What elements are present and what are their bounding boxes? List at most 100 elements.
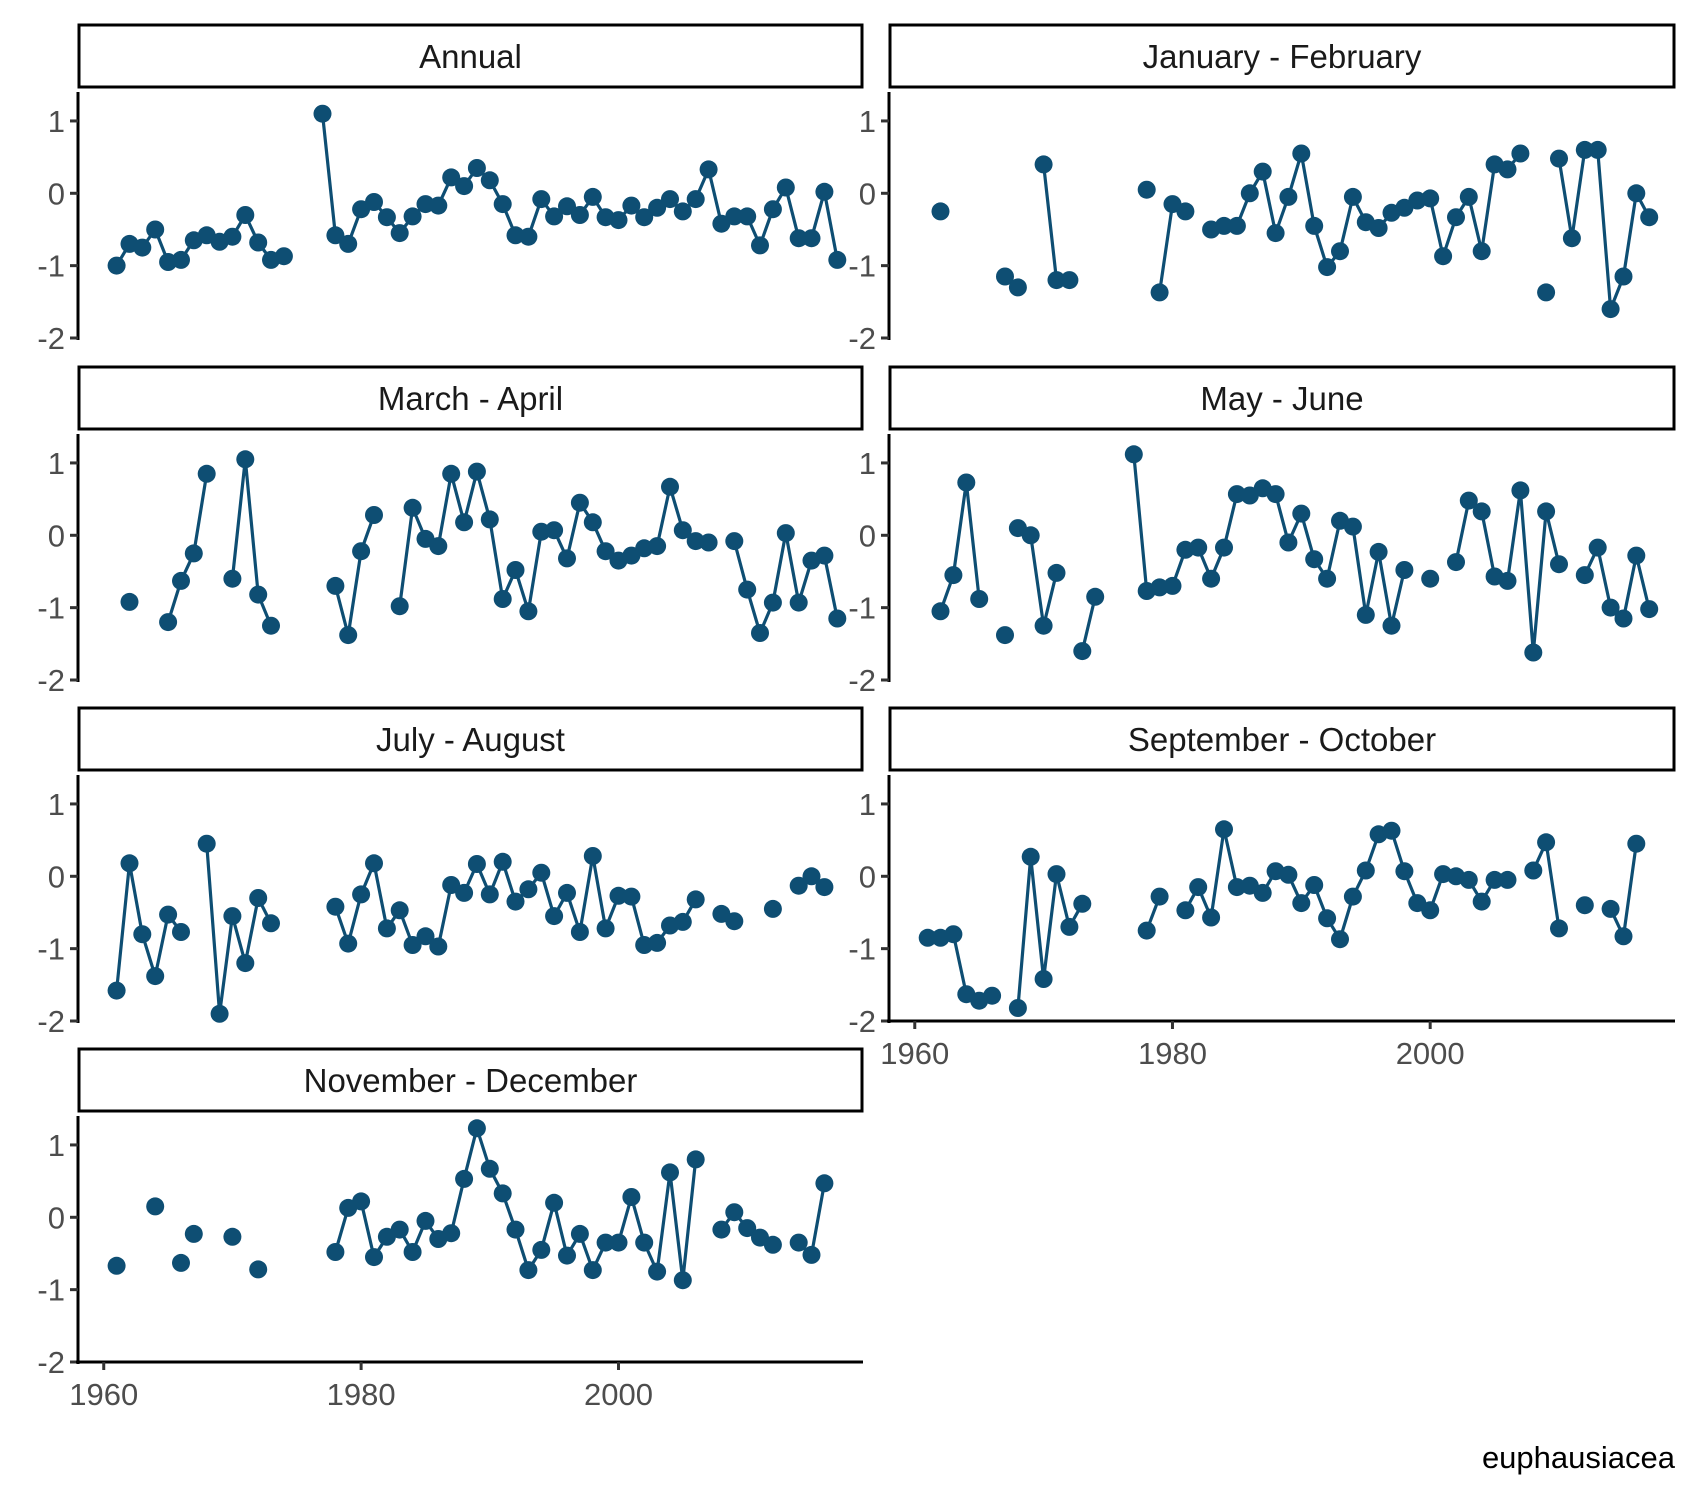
data-point: [1150, 887, 1169, 906]
data-point: [1343, 187, 1362, 206]
caption: euphausiacea: [1482, 1440, 1676, 1475]
data-point: [648, 933, 667, 952]
data-point: [815, 546, 834, 565]
y-tick-label: 0: [859, 176, 876, 211]
data-point: [120, 854, 139, 873]
data-point: [442, 876, 461, 894]
strip-box: [888, 23, 1676, 89]
y-tick-label: 1: [859, 787, 876, 822]
data-point: [1511, 144, 1530, 163]
data-point: [1627, 546, 1646, 565]
data-point: [390, 597, 409, 616]
y-tick-label: 1: [48, 1128, 65, 1163]
data-point: [763, 1235, 782, 1254]
data-point: [661, 190, 679, 209]
data-point: [1498, 160, 1517, 179]
y-tick-label: 1: [48, 787, 65, 822]
data-point: [506, 892, 525, 911]
strip-box: [888, 365, 1676, 431]
data-point: [532, 863, 551, 882]
y-tick-label: -1: [37, 1273, 65, 1308]
data-point: [1614, 927, 1633, 946]
data-point: [442, 168, 461, 187]
data-point: [545, 1193, 564, 1212]
data-point: [107, 256, 126, 275]
data-point: [1575, 896, 1594, 915]
data-point: [815, 878, 834, 897]
data-point: [661, 1163, 679, 1182]
data-point: [1459, 491, 1478, 510]
data-point: [1588, 140, 1607, 159]
data-point: [1511, 481, 1530, 500]
data-point: [673, 202, 692, 221]
data-point: [532, 1240, 551, 1259]
data-point: [172, 571, 190, 590]
y-tick-label: -2: [37, 1004, 65, 1039]
data-point: [249, 889, 268, 907]
data-point: [1601, 300, 1620, 319]
strip-label: March - April: [378, 380, 563, 417]
data-point: [583, 513, 602, 532]
data-point: [480, 1159, 499, 1178]
data-point: [1060, 917, 1079, 936]
data-point: [416, 1211, 435, 1230]
data-point: [172, 1253, 190, 1272]
data-point: [1640, 600, 1659, 619]
data-point: [1550, 919, 1568, 938]
data-point: [1614, 609, 1633, 628]
data-point: [570, 923, 589, 941]
series-line: [333, 1126, 698, 1282]
data-point: [377, 208, 396, 227]
data-point: [558, 197, 576, 216]
panel-1: Annual 1 0 -1 -2: [37, 23, 864, 356]
data-point: [352, 542, 371, 561]
data-point: [1047, 563, 1066, 582]
data-point: [1176, 202, 1195, 221]
data-point: [1073, 642, 1092, 661]
data-point: [1524, 643, 1543, 662]
data-point: [455, 1169, 474, 1188]
data-point: [1137, 180, 1156, 199]
data-point: [403, 1243, 422, 1261]
data-point: [365, 506, 383, 524]
data-point: [184, 1224, 203, 1243]
data-point: [1421, 569, 1440, 588]
strip-label: July - August: [376, 721, 565, 758]
data-point: [1524, 861, 1543, 880]
data-point: [558, 549, 576, 568]
data-point: [815, 1174, 834, 1193]
data-point: [983, 986, 1002, 1005]
data-point: [1124, 445, 1143, 464]
data-point: [1485, 870, 1504, 889]
data-point: [931, 602, 950, 621]
data-point: [1601, 899, 1620, 918]
y-tick-label: -2: [848, 321, 876, 356]
data-point: [1562, 229, 1581, 248]
data-point: [712, 1220, 731, 1239]
data-point: [570, 206, 589, 224]
data-point: [532, 190, 551, 209]
data-point: [1292, 504, 1311, 523]
y-tick-label: -2: [848, 663, 876, 698]
data-point: [1034, 155, 1053, 174]
data-point: [223, 227, 242, 246]
data-point: [1305, 216, 1324, 235]
data-point: [197, 464, 216, 483]
data-point: [545, 207, 564, 226]
data-point: [763, 593, 782, 612]
y-tick-label: -1: [848, 932, 876, 967]
data-point: [583, 847, 602, 865]
data-point: [1537, 502, 1556, 521]
y-tick-label: 0: [859, 518, 876, 553]
data-point: [1292, 894, 1311, 913]
data-point: [506, 561, 525, 579]
strip-box: [77, 706, 864, 772]
data-point: [223, 1227, 242, 1246]
data-point: [506, 1220, 525, 1239]
data-point: [1627, 184, 1646, 203]
data-point: [352, 1192, 371, 1211]
data-point: [493, 1184, 512, 1203]
data-point: [1614, 267, 1633, 286]
data-point: [596, 919, 615, 938]
